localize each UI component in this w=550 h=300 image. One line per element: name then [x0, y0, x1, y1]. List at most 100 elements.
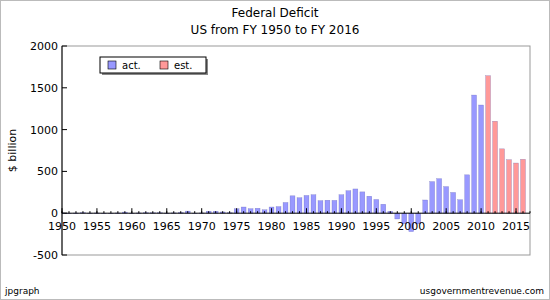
x-tick [341, 208, 342, 213]
x-minor-tick [222, 211, 223, 213]
bar [444, 187, 449, 214]
x-minor-tick [481, 211, 482, 213]
y-label: $ billion [6, 129, 19, 172]
x-minor-tick [117, 211, 118, 213]
x-tick [481, 208, 482, 213]
legend-label: act. [122, 60, 141, 71]
bars [62, 76, 525, 232]
x-tick [376, 208, 377, 213]
x-tick-label: 1970 [188, 220, 216, 233]
annotation: jpgraph [4, 286, 40, 296]
x-minor-tick [418, 211, 419, 213]
bar [318, 201, 323, 214]
y-tick [62, 255, 67, 256]
x-tick [516, 208, 517, 213]
y-tick-label: 1000 [30, 124, 58, 137]
x-minor-tick [285, 211, 286, 213]
bar [479, 105, 484, 213]
x-tick [411, 208, 412, 213]
x-minor-tick [250, 211, 251, 213]
x-tick-label: 1960 [118, 220, 146, 233]
bar [395, 213, 400, 219]
x-minor-tick [362, 211, 363, 213]
x-minor-tick [215, 211, 216, 213]
x-minor-tick [411, 211, 412, 213]
x-minor-tick [376, 211, 377, 213]
x-minor-tick [208, 211, 209, 213]
x-tick-label: 1985 [292, 220, 320, 233]
bar [269, 207, 274, 213]
x-tick-label: 1990 [327, 220, 355, 233]
x-minor-tick [194, 211, 195, 213]
x-minor-tick [131, 211, 132, 213]
x-tick-label: 2015 [502, 220, 530, 233]
x-tick [166, 208, 167, 213]
x-minor-tick [68, 211, 69, 213]
bar [374, 199, 379, 213]
x-minor-tick [173, 211, 174, 213]
x-tick [201, 208, 202, 213]
background [1, 1, 550, 300]
annotation: usgovernmentrevenue.com [420, 286, 544, 296]
legend-box [100, 57, 206, 73]
bar [458, 200, 463, 213]
bar [304, 195, 309, 213]
x-tick [446, 208, 447, 213]
legend: act.est. [100, 57, 208, 75]
x-tick-label: 1975 [223, 220, 251, 233]
x-minor-tick [341, 211, 342, 213]
x-minor-tick [236, 211, 237, 213]
x-tick-label: 2005 [432, 220, 460, 233]
x-minor-tick [264, 211, 265, 213]
x-minor-tick [152, 211, 153, 213]
bar [353, 189, 358, 213]
x-minor-tick [229, 211, 230, 213]
bar [437, 179, 442, 214]
bar [262, 210, 267, 213]
x-minor-tick [474, 211, 475, 213]
x-minor-tick [488, 211, 489, 213]
bar [325, 200, 330, 213]
bar [367, 196, 372, 213]
x-minor-tick [306, 211, 307, 213]
x-minor-tick [313, 211, 314, 213]
y-tick-label: 1500 [30, 82, 58, 95]
x-minor-tick [523, 211, 524, 213]
x-minor-tick [404, 211, 405, 213]
x-minor-tick [334, 211, 335, 213]
bar [507, 160, 512, 214]
bar [521, 159, 526, 213]
x-minor-tick [432, 211, 433, 213]
chart: Federal DeficitUS from FY 1950 to FY 201… [0, 0, 550, 300]
x-tick [271, 208, 272, 213]
bar [276, 207, 281, 214]
x-minor-tick [96, 211, 97, 213]
x-minor-tick [257, 211, 258, 213]
x-minor-tick [110, 211, 111, 213]
x-tick [96, 208, 97, 213]
legend-swatch [160, 61, 168, 69]
x-minor-tick [278, 211, 279, 213]
bar [514, 163, 519, 213]
x-minor-tick [390, 211, 391, 213]
x-minor-tick [243, 211, 244, 213]
x-minor-tick [516, 211, 517, 213]
x-minor-tick [166, 211, 167, 213]
bar [332, 200, 337, 213]
x-tick-label: 2010 [467, 220, 495, 233]
x-minor-tick [187, 211, 188, 213]
bar [493, 121, 498, 213]
bar [381, 204, 386, 213]
x-minor-tick [145, 211, 146, 213]
x-tick-label: 2000 [397, 220, 425, 233]
y-tick [62, 171, 67, 172]
x-minor-tick [397, 211, 398, 213]
bar [283, 202, 288, 213]
x-minor-tick [62, 211, 63, 213]
x-minor-tick [89, 211, 90, 213]
y-tick-label: -500 [33, 249, 58, 262]
bar [465, 175, 470, 213]
bar [339, 195, 344, 213]
y-tick-label: 500 [37, 165, 58, 178]
x-minor-tick [453, 211, 454, 213]
